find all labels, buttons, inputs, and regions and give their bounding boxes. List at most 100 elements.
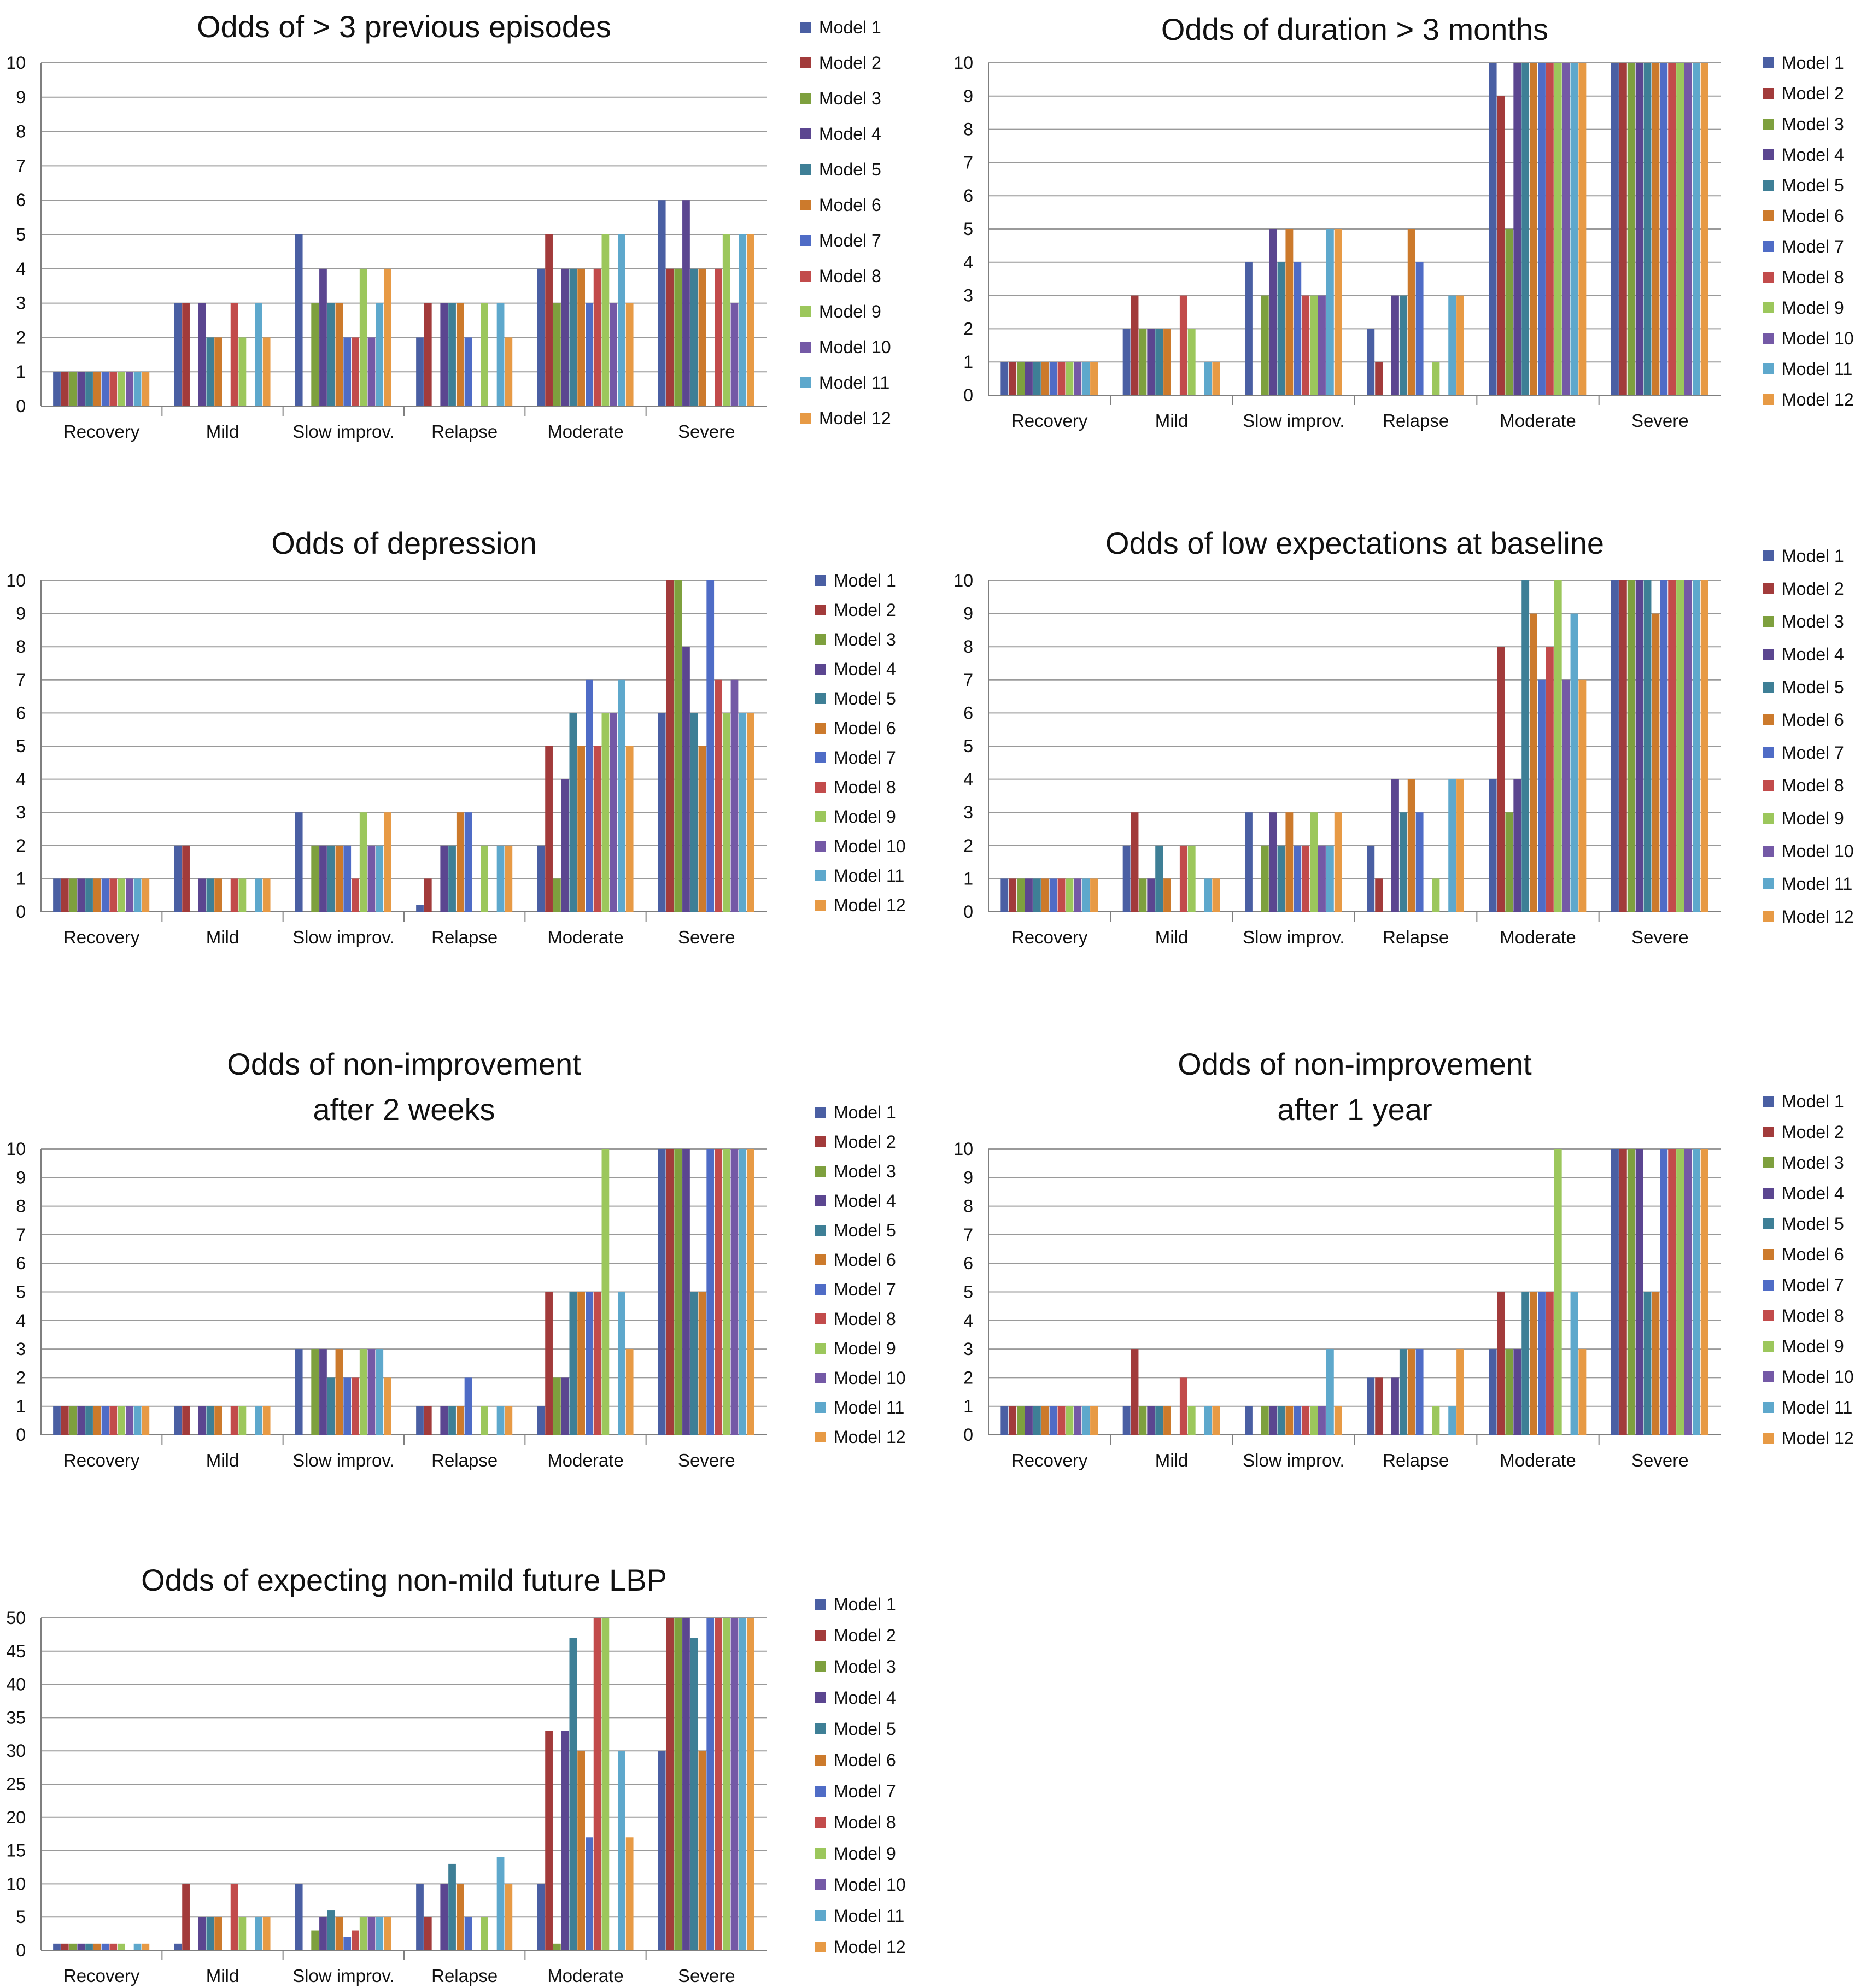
chart-6-bar-slow-improv-model-8 bbox=[1302, 1406, 1310, 1435]
chart-6-y-tick-label: 6 bbox=[963, 1253, 973, 1273]
chart-3-legend-label: Model 3 bbox=[834, 630, 896, 649]
chart-3-bar-mild-model-9 bbox=[238, 878, 247, 912]
chart-5-bar-recovery-model-6 bbox=[93, 1406, 101, 1435]
chart-7-y-tick-label: 45 bbox=[6, 1641, 26, 1661]
chart-7-x-tick-label: Slow improv. bbox=[292, 1966, 394, 1986]
chart-6-bar-severe-model-6 bbox=[1652, 1292, 1660, 1435]
chart-7-legend-swatch bbox=[815, 1879, 826, 1890]
chart-1-y-tick-label: 10 bbox=[6, 53, 26, 73]
chart-7-bar-slow-improv-model-10 bbox=[367, 1917, 376, 1950]
chart-7-bar-slow-improv-model-1 bbox=[295, 1884, 303, 1950]
chart-4-y-tick-label: 9 bbox=[963, 604, 973, 624]
chart-5-legend-swatch bbox=[815, 1373, 826, 1383]
chart-1-bar-moderate-model-5 bbox=[569, 268, 577, 406]
chart-4-bar-recovery-model-1 bbox=[1000, 878, 1009, 912]
chart-4-bar-recovery-model-12 bbox=[1090, 878, 1098, 912]
chart-3-x-tick-label: Moderate bbox=[547, 927, 623, 947]
chart-5-legend-label: Model 1 bbox=[834, 1103, 896, 1122]
chart-4-legend-swatch bbox=[1763, 583, 1774, 594]
chart-7-bar-severe-model-11 bbox=[739, 1618, 747, 1950]
chart-4-y-tick-label: 5 bbox=[963, 736, 973, 756]
chart-3-bar-slow-improv-model-1 bbox=[295, 812, 303, 912]
chart-4-bar-recovery-model-4 bbox=[1025, 878, 1033, 912]
chart-3-legend-swatch bbox=[815, 900, 826, 911]
chart-2-bar-recovery-model-9 bbox=[1066, 362, 1074, 395]
chart-1-bar-slow-improv-model-1 bbox=[295, 234, 303, 406]
chart-2-legend-swatch bbox=[1763, 302, 1774, 313]
chart-3-bar-recovery-model-6 bbox=[93, 878, 101, 912]
chart-6-bar-moderate-model-7 bbox=[1538, 1292, 1546, 1435]
chart-3-legend-label: Model 2 bbox=[834, 600, 896, 620]
chart-2-bar-severe-model-3 bbox=[1627, 63, 1635, 395]
chart-5-bar-moderate-model-6 bbox=[577, 1292, 585, 1435]
chart-1-bar-recovery-model-5 bbox=[85, 372, 93, 406]
chart-7-bar-recovery-model-9 bbox=[118, 1943, 125, 1950]
chart-4-bar-recovery-model-11 bbox=[1082, 878, 1090, 912]
chart-3-legend-swatch bbox=[815, 841, 826, 852]
chart-3-bar-moderate-model-5 bbox=[569, 713, 577, 912]
chart-3-bar-moderate-model-7 bbox=[586, 679, 593, 912]
chart-5-bar-severe-model-9 bbox=[722, 1149, 730, 1435]
chart-5-bar-relapse-model-11 bbox=[496, 1406, 505, 1435]
chart-5-bar-mild-model-8 bbox=[230, 1406, 238, 1435]
chart-6-bar-severe-model-12 bbox=[1700, 1149, 1708, 1435]
chart-2-legend-label: Model 3 bbox=[1782, 114, 1844, 134]
chart-1-legend-swatch bbox=[800, 93, 811, 104]
chart-4-bar-slow-improv-model-7 bbox=[1294, 845, 1302, 912]
chart-1-legend-label: Model 8 bbox=[819, 266, 881, 286]
chart-1-bar-relapse-model-2 bbox=[424, 303, 432, 406]
chart-4-bar-moderate-model-9 bbox=[1554, 580, 1562, 912]
chart-5-legend-swatch bbox=[815, 1284, 826, 1295]
chart-4-bar-mild-model-9 bbox=[1187, 845, 1196, 912]
chart-3-bar-recovery-model-1 bbox=[53, 878, 61, 912]
chart-2-bar-mild-model-1 bbox=[1122, 329, 1131, 395]
chart-3-bar-slow-improv-model-8 bbox=[352, 878, 359, 912]
chart-3-bar-mild-model-11 bbox=[255, 878, 262, 912]
chart-5-bar-severe-model-6 bbox=[698, 1292, 706, 1435]
chart-4-title: Odds of low expectations at baseline bbox=[1105, 526, 1604, 560]
chart-6-legend-swatch bbox=[1763, 1218, 1774, 1229]
chart-3-bar-relapse-model-7 bbox=[464, 812, 472, 912]
chart-1-legend-label: Model 10 bbox=[819, 337, 891, 357]
chart-6-legend-swatch bbox=[1763, 1433, 1774, 1444]
chart-4-bar-severe-model-7 bbox=[1660, 580, 1668, 912]
chart-1-legend-swatch bbox=[800, 306, 811, 317]
chart-4-bar-severe-model-5 bbox=[1643, 580, 1652, 912]
chart-2-legend-swatch bbox=[1763, 272, 1774, 283]
chart-2-bar-severe-model-9 bbox=[1676, 63, 1684, 395]
chart-1-legend-swatch bbox=[800, 271, 811, 282]
chart-4-legend-label: Model 8 bbox=[1782, 776, 1844, 795]
chart-1-bar-severe-model-4 bbox=[682, 200, 690, 406]
chart-6-y-tick-label: 5 bbox=[963, 1282, 973, 1302]
chart-2-bar-severe-model-5 bbox=[1643, 63, 1652, 395]
chart-3-bar-relapse-model-1 bbox=[416, 905, 424, 912]
chart-3-y-tick-label: 5 bbox=[16, 736, 26, 756]
chart-5-bar-moderate-model-4 bbox=[561, 1377, 569, 1435]
chart-1-legend-label: Model 6 bbox=[819, 195, 881, 215]
chart-5-y-tick-label: 7 bbox=[16, 1225, 26, 1245]
chart-2-bar-severe-model-10 bbox=[1684, 63, 1692, 395]
chart-5-bar-mild-model-2 bbox=[182, 1406, 190, 1435]
chart-1-legend-swatch bbox=[800, 57, 811, 68]
chart-5-legend-swatch bbox=[815, 1195, 826, 1206]
chart-4-x-tick-label: Recovery bbox=[1011, 927, 1088, 947]
chart-5-x-tick-label: Recovery bbox=[63, 1450, 140, 1470]
chart-1-legend-label: Model 4 bbox=[819, 124, 881, 144]
chart-7-legend-label: Model 9 bbox=[834, 1844, 896, 1863]
chart-6-bar-moderate-model-3 bbox=[1505, 1349, 1513, 1435]
chart-4-bar-slow-improv-model-8 bbox=[1302, 845, 1310, 912]
chart-1-legend-swatch bbox=[800, 128, 811, 139]
chart-7-legend-label: Model 11 bbox=[834, 1906, 904, 1926]
chart-4-bar-relapse-model-6 bbox=[1407, 779, 1415, 912]
chart-5-bar-recovery-model-7 bbox=[101, 1406, 109, 1435]
chart-2-bar-mild-model-9 bbox=[1187, 329, 1196, 395]
chart-4-y-tick-label: 4 bbox=[963, 770, 973, 789]
chart-2-bar-relapse-model-1 bbox=[1367, 329, 1375, 395]
chart-3-bar-recovery-model-5 bbox=[85, 878, 93, 912]
chart-1-y-tick-label: 9 bbox=[16, 87, 26, 107]
chart-4-x-tick-label: Relapse bbox=[1383, 927, 1449, 947]
chart-3-bar-moderate-model-3 bbox=[553, 878, 561, 912]
chart-5-bar-slow-improv-model-1 bbox=[295, 1349, 303, 1435]
chart-4-bar-slow-improv-model-5 bbox=[1277, 845, 1285, 912]
chart-3-y-tick-label: 1 bbox=[16, 869, 26, 888]
